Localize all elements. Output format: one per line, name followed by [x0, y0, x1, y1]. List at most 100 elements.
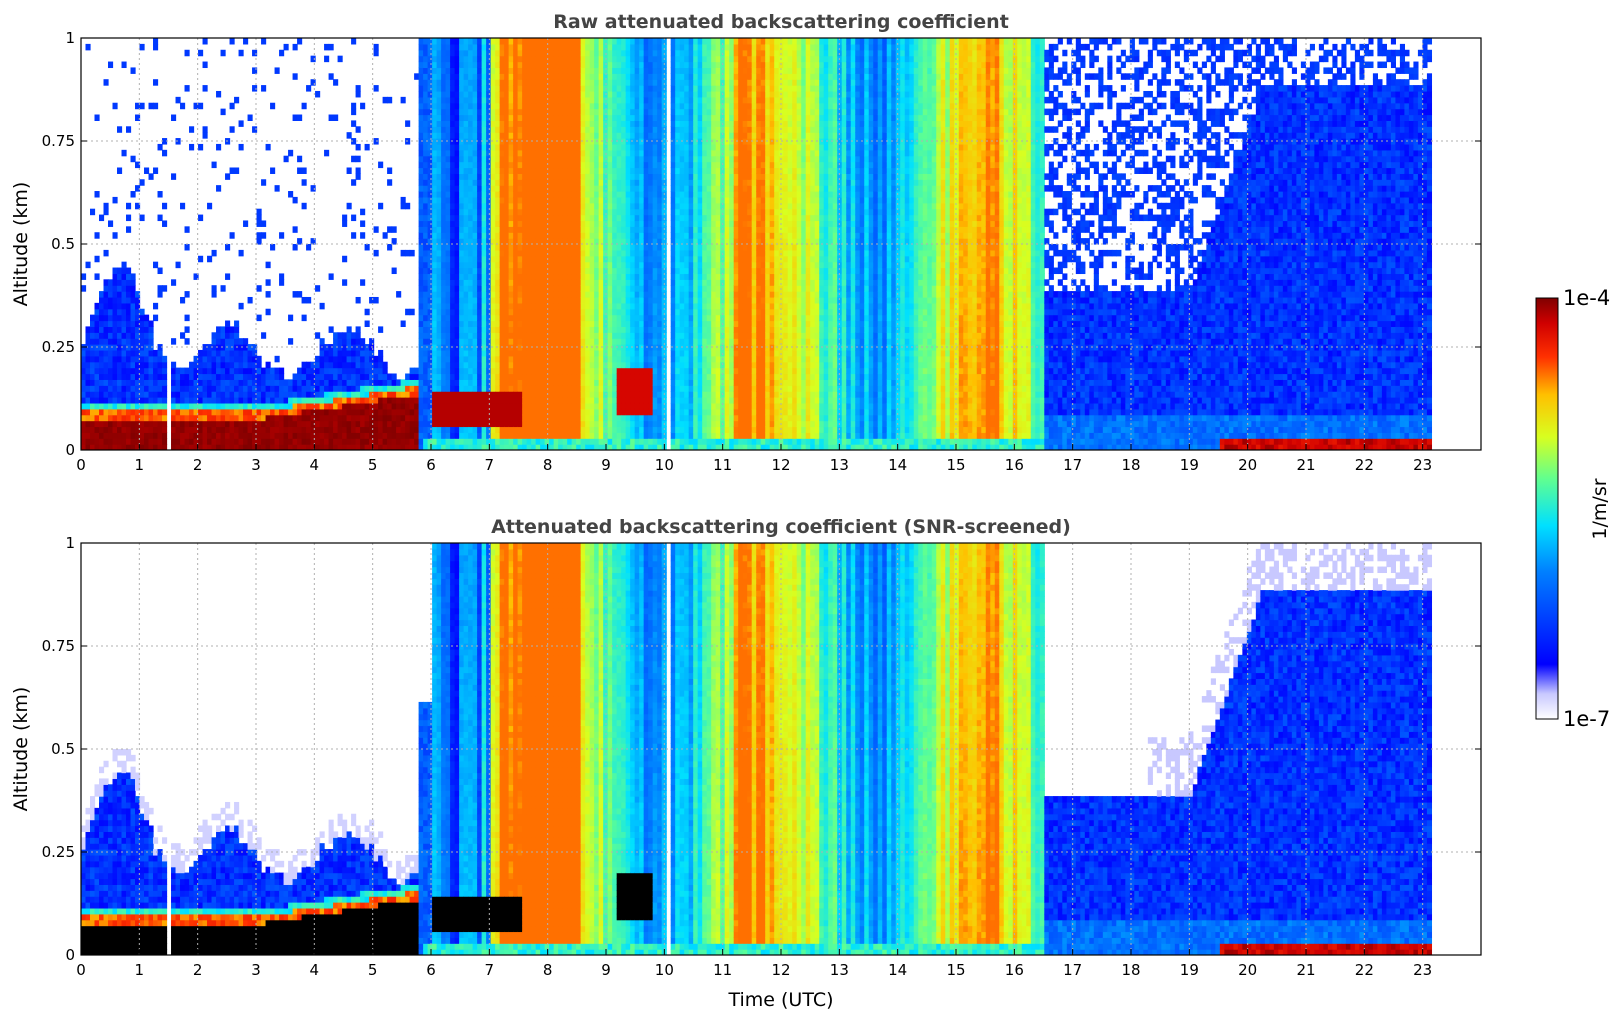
- heatmap-cell: [580, 132, 586, 139]
- heatmap-cell: [220, 373, 226, 380]
- heatmap-cell: [571, 185, 577, 192]
- heatmap-cell: [243, 402, 249, 410]
- heatmap-cell: [126, 444, 132, 450]
- heatmap-cell: [328, 73, 334, 80]
- heatmap-cell: [504, 232, 510, 239]
- heatmap-cell: [153, 397, 159, 404]
- heatmap-cell: [148, 373, 154, 380]
- heatmap-cell: [612, 79, 618, 86]
- heatmap-cell: [436, 149, 442, 157]
- heatmap-cell: [346, 432, 352, 439]
- heatmap-cell: [427, 232, 433, 239]
- heatmap-cell: [94, 273, 100, 280]
- heatmap-cell: [463, 308, 469, 316]
- heatmap-cell: [328, 397, 334, 404]
- heatmap-cell: [576, 220, 582, 227]
- heatmap-cell: [531, 373, 537, 380]
- heatmap-cell: [477, 332, 483, 339]
- heatmap-cell: [454, 185, 460, 192]
- heatmap-cell: [400, 320, 406, 327]
- heatmap-cell: [450, 155, 456, 163]
- heatmap-cell: [144, 444, 150, 450]
- heatmap-cell: [621, 61, 627, 69]
- heatmap-cell: [612, 202, 618, 210]
- heatmap-cell: [396, 408, 402, 416]
- heatmap-cell: [247, 361, 253, 369]
- heatmap-cell: [616, 314, 622, 322]
- heatmap-cell: [517, 379, 523, 386]
- heatmap-cell: [355, 155, 361, 163]
- heatmap-cell: [504, 214, 510, 222]
- heatmap-cell: [571, 232, 577, 239]
- heatmap-cell: [508, 291, 514, 298]
- heatmap-cell: [495, 67, 501, 74]
- heatmap-cell: [373, 397, 379, 404]
- heatmap-cell: [427, 344, 433, 351]
- heatmap-cell: [490, 402, 496, 410]
- heatmap-cell: [94, 326, 100, 333]
- heatmap-cell: [310, 444, 316, 450]
- heatmap-cell: [243, 361, 249, 369]
- heatmap-cell: [202, 432, 208, 439]
- heatmap-cell: [621, 267, 627, 275]
- heatmap-cell: [513, 67, 519, 74]
- heatmap-cell: [90, 438, 96, 445]
- heatmap-cell: [513, 79, 519, 86]
- heatmap-cell: [562, 226, 568, 233]
- heatmap-cell: [621, 249, 627, 257]
- heatmap-cell: [423, 149, 429, 157]
- heatmap-cell: [526, 232, 532, 239]
- heatmap-cell: [477, 120, 483, 127]
- heatmap-cell: [522, 397, 528, 404]
- heatmap-cell: [378, 444, 384, 450]
- heatmap-cell: [616, 285, 622, 292]
- heatmap-cell: [274, 379, 280, 386]
- heatmap-cell: [148, 426, 154, 433]
- heatmap-cell: [207, 444, 213, 450]
- heatmap-cell: [616, 149, 622, 157]
- heatmap-cell: [364, 367, 370, 375]
- heatmap-cell: [450, 355, 456, 363]
- heatmap-cell: [625, 244, 631, 251]
- heatmap-cell: [486, 420, 492, 428]
- heatmap-cell: [436, 61, 442, 69]
- heatmap-cell: [621, 385, 627, 392]
- heatmap-cell: [495, 402, 501, 410]
- heatmap-cell: [598, 397, 604, 404]
- heatmap-cell: [535, 161, 541, 169]
- heatmap-cell: [355, 349, 361, 357]
- heatmap-cell: [238, 397, 244, 404]
- heatmap-cell: [216, 349, 222, 357]
- heatmap-cell: [108, 438, 114, 445]
- heatmap-cell: [355, 326, 361, 333]
- heatmap-cell: [346, 379, 352, 386]
- heatmap-cell: [558, 155, 564, 163]
- heatmap-cell: [342, 255, 348, 263]
- heatmap-cell: [472, 96, 478, 104]
- heatmap-cell: [463, 438, 469, 445]
- heatmap-cell: [418, 85, 424, 92]
- heatmap-cell: [225, 273, 231, 280]
- heatmap-cell: [292, 438, 298, 445]
- heatmap-cell: [553, 196, 559, 204]
- heatmap-cell: [508, 79, 514, 86]
- heatmap-cell: [117, 408, 123, 416]
- heatmap-cell: [630, 308, 636, 316]
- heatmap-cell: [553, 338, 559, 345]
- heatmap-cell: [594, 38, 600, 45]
- heatmap-cell: [522, 191, 528, 198]
- heatmap-cell: [463, 114, 469, 121]
- heatmap-cell: [409, 408, 415, 416]
- heatmap-cell: [337, 379, 343, 386]
- heatmap-cell: [625, 267, 631, 275]
- heatmap-cell: [495, 38, 501, 45]
- heatmap-cell: [517, 55, 523, 63]
- heatmap-cell: [603, 179, 609, 186]
- heatmap-cell: [216, 367, 222, 375]
- heatmap-cell: [616, 126, 622, 133]
- heatmap-cell: [441, 220, 447, 227]
- heatmap-cell: [450, 249, 456, 257]
- heatmap-cell: [630, 402, 636, 410]
- heatmap-cell: [571, 408, 577, 416]
- heatmap-cell: [567, 155, 573, 163]
